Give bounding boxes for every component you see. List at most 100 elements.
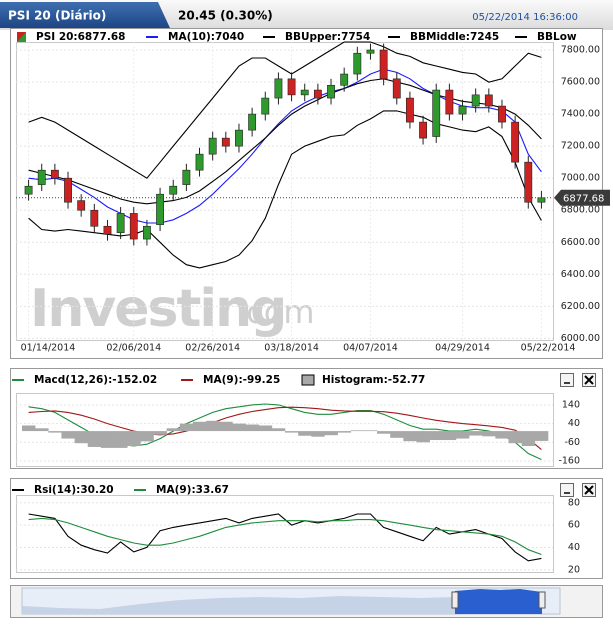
y-tick-label: 7000.00 [561, 173, 600, 184]
y-tick-label: 7800.00 [561, 45, 600, 56]
timestamp: 05/22/2014 16:36:00 [472, 12, 578, 23]
navigator [10, 585, 603, 618]
line-series [28, 110, 542, 269]
histogram-bar [140, 431, 154, 442]
histogram-bar [482, 431, 496, 437]
y-tick-label: 40 [568, 418, 580, 429]
histogram-bar [377, 431, 391, 434]
histogram-bar [363, 430, 378, 432]
main-panel [10, 28, 603, 359]
navigator-handle[interactable] [451, 591, 459, 609]
y-tick-label: 20 [568, 564, 580, 575]
candle-body [458, 105, 467, 115]
histogram-bar [206, 420, 220, 432]
candle-body [313, 89, 322, 99]
candle-body [221, 137, 230, 147]
candle-body [248, 113, 257, 131]
x-tick-label: 04/29/2014 [435, 343, 490, 354]
candle-body [379, 49, 388, 80]
histogram-bar [219, 421, 233, 432]
candle-body [340, 73, 349, 86]
candle-body [300, 89, 309, 96]
histogram-bar [153, 431, 167, 435]
legend-label: Rsi(14):30.20 [34, 484, 114, 496]
y-tick-label: 80 [568, 497, 580, 508]
candle-body [169, 185, 178, 195]
histogram-bar [22, 425, 36, 432]
line-series [28, 78, 542, 205]
histogram-bar [232, 423, 246, 432]
histogram-bar [61, 431, 75, 439]
candle-body [77, 200, 86, 211]
close-icon [584, 375, 594, 385]
y-tick-label: 7400.00 [561, 109, 600, 120]
candle-body [498, 105, 506, 123]
candle-body [50, 169, 59, 179]
navigator-handle[interactable] [538, 591, 546, 609]
legend-label: BBUpper:7754 [285, 31, 370, 43]
x-tick-label: 04/07/2014 [343, 343, 398, 354]
title: PSI 20 (Diário) [8, 9, 106, 23]
histogram-bar [298, 431, 312, 436]
minimize-button[interactable] [560, 483, 574, 497]
line-series [28, 41, 542, 179]
histogram-bar [48, 431, 62, 433]
candle-body [484, 94, 493, 107]
histogram-bar [337, 431, 352, 433]
y-tick-label: 6000.00 [561, 333, 600, 344]
candle-body [182, 169, 191, 185]
legend-icon [17, 32, 26, 42]
histogram-bar [192, 421, 207, 432]
candle-body [24, 185, 33, 195]
legend-label: PSI 20:6877.68 [36, 31, 125, 43]
candle-body [37, 169, 46, 185]
line-series [28, 517, 542, 556]
last-price-box [554, 189, 610, 206]
candle-body [156, 193, 164, 225]
candle-body [419, 121, 427, 139]
candle-body [274, 78, 283, 99]
legend-label: MA(10):7040 [168, 31, 244, 43]
title-tab [0, 2, 170, 28]
candle-body [471, 94, 480, 107]
candle-body [392, 78, 401, 99]
watermark-suffix: .com [236, 293, 315, 331]
histogram-bar [390, 431, 404, 438]
candle-body [327, 84, 335, 99]
histogram-bar [442, 431, 457, 441]
y-tick-label: 40 [568, 542, 580, 553]
legend-label: MA(9):-99.25 [203, 374, 280, 386]
y-tick-label: 6800.00 [561, 205, 600, 216]
x-tick-label: 02/06/2014 [106, 343, 161, 354]
candle-body [353, 52, 362, 75]
candle-body [366, 49, 375, 54]
y-tick-label: 6200.00 [561, 301, 600, 312]
watermark: Investing [30, 279, 285, 339]
histogram-bar [127, 431, 141, 447]
legend-label: Histogram:-52.77 [322, 374, 425, 386]
line-series [28, 406, 542, 451]
candle-body [143, 225, 151, 240]
candle-body [90, 209, 99, 227]
legend-icon [301, 374, 315, 386]
y-tick-label: 6400.00 [561, 269, 600, 280]
y-tick-label: -160 [558, 455, 580, 466]
y-tick-label: 6600.00 [561, 237, 600, 248]
histogram-bar [179, 423, 194, 432]
panel-buttons [560, 373, 596, 497]
last-price-label: 6877.68 [563, 193, 604, 204]
y-tick-label: 60 [568, 520, 580, 531]
histogram-bar [114, 431, 128, 448]
minimize-button[interactable] [560, 373, 574, 387]
histogram-bar [87, 431, 102, 447]
histogram-bar [271, 428, 286, 432]
histogram-bar [100, 431, 115, 448]
x-tick-label: 02/26/2014 [185, 343, 240, 354]
candle-body [235, 129, 243, 147]
histogram-bar [324, 431, 338, 436]
histogram-bar [469, 431, 483, 436]
histogram-bar [245, 424, 259, 432]
legend-label: MA(9):33.67 [156, 484, 229, 496]
line-series [28, 513, 542, 562]
plot-area [16, 42, 554, 341]
